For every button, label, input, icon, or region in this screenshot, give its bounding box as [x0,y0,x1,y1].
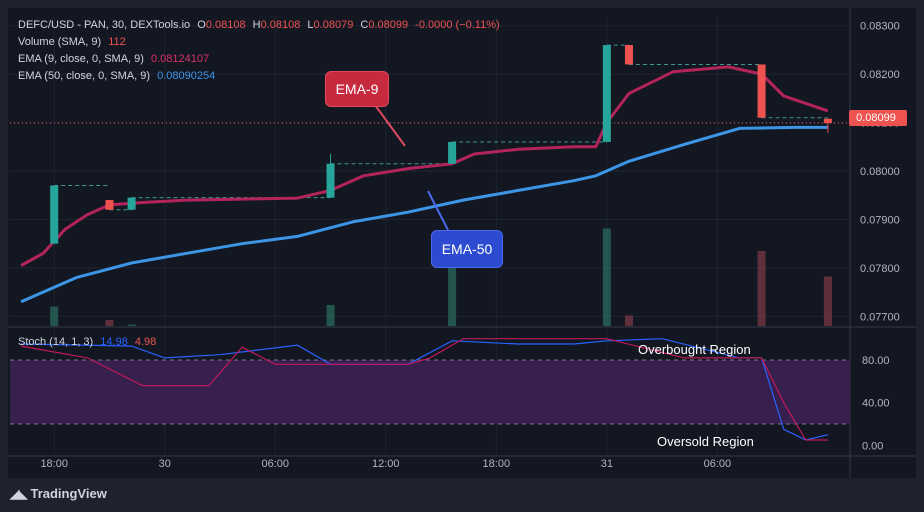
stoch-d-value: 4.98 [134,336,157,348]
ema9-callout-pointer [374,104,406,147]
stoch-tick-2: 0.00 [862,440,883,452]
stoch-k-value: 14.98 [100,336,128,348]
ema50-callout-label: EMA-50 [441,241,493,257]
footer-bar: ◢◣ TradingView [0,478,924,512]
volume-bar-2 [127,324,136,326]
candle-body-7 [757,64,766,118]
ema9-callout-label: EMA-9 [335,81,379,97]
last-price-value: 0.08099 [856,112,896,124]
low-value: 0.08079 [313,19,354,31]
stoch-band [10,360,850,424]
ema9-legend: EMA (9, close, 0, SMA, 9) 0.08124107 [18,52,213,66]
high-value: 0.08108 [260,19,301,31]
volume-value: 112 [108,36,126,48]
time-tick-2: 06:00 [261,458,289,470]
price-tick-0: 0.08300 [860,21,900,33]
candle-body-1 [105,200,114,210]
ohlc-legend: DEFC/USD - PAN, 30, DEXTools.io O0.08108… [18,18,504,32]
candle-body-0 [50,185,59,244]
ema50-label: EMA (50, close, 0, SMA, 9) [18,70,151,82]
symbol-title: DEFC/USD - PAN, 30, DEXTools.io [18,19,191,31]
ema9-value: 0.08124107 [151,53,210,65]
candle-body-3 [326,163,335,198]
volume-bar-5 [602,228,611,326]
tradingview-logo-icon: ◢◣ [10,487,27,501]
price-tick-3: 0.08000 [860,166,900,178]
ema50-legend: EMA (50, close, 0, SMA, 9) 0.08090254 [18,69,219,83]
volume-bar-4 [448,251,457,326]
time-tick-3: 12:00 [372,458,400,470]
ema9-label: EMA (9, close, 0, SMA, 9) [18,53,144,65]
change-value: -0.0000 (−0.11%) [415,19,500,31]
open-value: 0.08108 [205,19,246,31]
ema9-line [20,65,829,267]
stoch-tick-0: 80.00 [862,355,890,367]
stoch-d-line [20,338,828,441]
ema50-value: 0.08090254 [157,70,216,82]
ema9-callout: EMA-9 [325,71,389,107]
chart-frame[interactable]: 0.083000.082000.081000.080000.079000.078… [8,8,916,478]
volume-legend: Volume (SMA, 9) 112 [18,35,130,49]
time-tick-6: 06:00 [704,458,732,470]
overbought-label: Overbought Region [638,342,751,357]
price-tick-4: 0.07900 [860,214,900,226]
candle-body-5 [602,45,611,142]
candle-body-8 [823,118,832,124]
high-label: H [252,19,261,31]
candle-body-2 [127,197,136,210]
stoch-legend: Stoch (14, 1, 3) 14.98 4.98 [18,335,160,349]
stoch-tick-1: 40.00 [862,398,890,410]
time-tick-0: 18:00 [40,458,68,470]
ema50-callout-pointer [427,190,449,231]
tradingview-logo-text: TradingView [30,486,107,501]
last-price-tag: 0.08099 [849,110,907,126]
volume-bar-1 [105,320,114,326]
time-tick-5: 31 [601,458,613,470]
close-label: C [360,19,369,31]
oversold-label: Oversold Region [657,434,754,449]
volume-bar-7 [757,251,766,326]
volume-bar-6 [624,315,633,326]
price-tick-5: 0.07800 [860,263,900,275]
volume-label: Volume (SMA, 9) [18,36,102,48]
volume-bar-3 [326,305,335,326]
stoch-label: Stoch (14, 1, 3) [18,336,94,348]
tradingview-logo[interactable]: ◢◣ TradingView [10,486,107,501]
time-tick-1: 30 [159,458,171,470]
ema50-callout: EMA-50 [431,230,503,268]
open-label: O [197,19,206,31]
chart-canvas[interactable]: 0.083000.082000.081000.080000.079000.078… [8,8,916,478]
close-value: 0.08099 [368,19,409,31]
candle-body-6 [624,45,633,65]
stoch-k-line [21,338,829,441]
price-tick-1: 0.08200 [860,69,900,81]
time-tick-4: 18:00 [483,458,511,470]
price-tick-6: 0.07700 [860,311,900,323]
volume-bar-8 [823,276,832,326]
ema50-line [20,125,828,304]
low-label: L [307,19,314,31]
volume-bar-0 [50,306,59,326]
candle-body-4 [448,141,457,164]
